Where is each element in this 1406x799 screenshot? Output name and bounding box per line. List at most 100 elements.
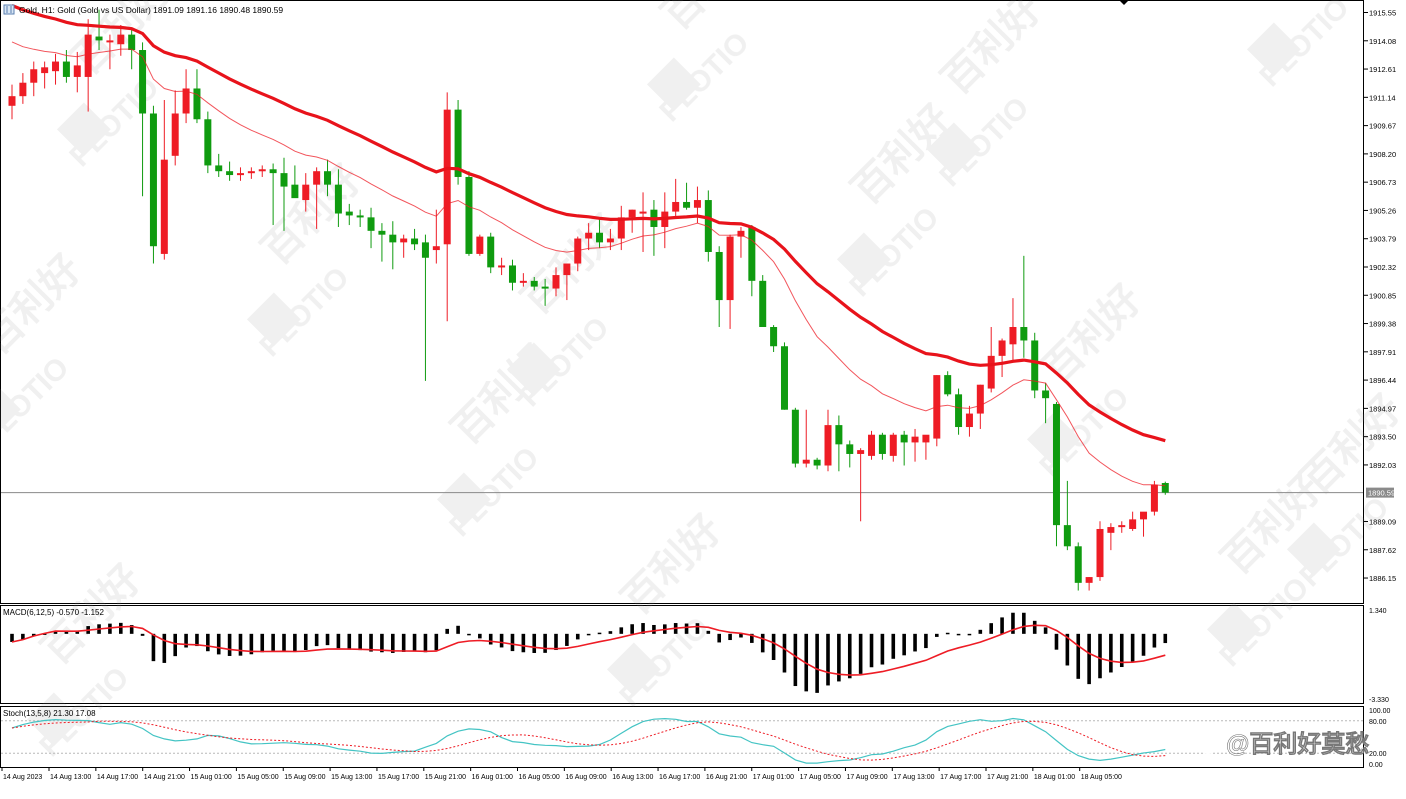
candle-body[interactable] [1096, 528, 1104, 578]
candle-body[interactable] [585, 232, 593, 239]
candle-body[interactable] [1129, 519, 1137, 529]
candle-body[interactable] [715, 251, 723, 301]
candle-body[interactable] [889, 434, 897, 456]
candle-body[interactable] [171, 113, 179, 156]
candle-body[interactable] [596, 232, 604, 243]
candle-body[interactable] [552, 275, 560, 289]
candle-body[interactable] [313, 171, 321, 185]
candle-body[interactable] [62, 61, 70, 77]
scroll-marker-icon[interactable] [1120, 1, 1128, 5]
candle-body[interactable] [508, 265, 516, 283]
candle-body[interactable] [106, 40, 114, 43]
candle-body[interactable] [324, 171, 332, 185]
candle-body[interactable] [117, 34, 125, 45]
candle-body[interactable] [770, 327, 778, 347]
candle-body[interactable] [378, 230, 386, 235]
candle-body[interactable] [400, 238, 408, 243]
candle-body[interactable] [628, 209, 636, 218]
candle-body[interactable] [878, 434, 886, 454]
candle-body[interactable] [1063, 525, 1071, 547]
candle-body[interactable] [193, 88, 201, 120]
candle-body[interactable] [226, 171, 234, 176]
candle-body[interactable] [1074, 546, 1082, 583]
candle-body[interactable] [1140, 511, 1148, 520]
candle-body[interactable] [1150, 484, 1158, 512]
candle-body[interactable] [204, 119, 212, 166]
candle-body[interactable] [95, 36, 103, 41]
candle-body[interactable] [334, 184, 342, 214]
candle-body[interactable] [617, 217, 625, 239]
candle-body[interactable] [900, 434, 908, 443]
candle-body[interactable] [19, 82, 27, 97]
candle-body[interactable] [683, 201, 691, 208]
candle-body[interactable] [139, 50, 147, 114]
candle-body[interactable] [780, 346, 788, 410]
candle-body[interactable] [911, 436, 919, 443]
candle-body[interactable] [1020, 327, 1028, 341]
candle-body[interactable] [1118, 525, 1126, 528]
candle-body[interactable] [236, 173, 244, 176]
candle-body[interactable] [824, 425, 832, 466]
candle-body[interactable] [563, 263, 571, 276]
candle-body[interactable] [519, 280, 527, 283]
candle-body[interactable] [215, 165, 223, 172]
candle-body[interactable] [737, 230, 745, 237]
candle-body[interactable] [476, 236, 484, 254]
candle-body[interactable] [345, 211, 353, 216]
candle-body[interactable] [41, 67, 49, 74]
candle-body[interactable] [857, 450, 865, 454]
candle-body[interactable] [1161, 483, 1169, 493]
candle-body[interactable] [672, 201, 680, 212]
candle-body[interactable] [791, 409, 799, 464]
candle-body[interactable] [976, 384, 984, 414]
candle-body[interactable] [965, 413, 973, 428]
candle-body[interactable] [1042, 390, 1050, 399]
candle-body[interactable] [389, 234, 397, 243]
candle-body[interactable] [247, 171, 255, 174]
candle-body[interactable] [1009, 327, 1017, 345]
candle-body[interactable] [922, 434, 930, 443]
candle-body[interactable] [432, 246, 440, 251]
candle-body[interactable] [411, 238, 419, 245]
candle-body[interactable] [291, 184, 299, 199]
candle-body[interactable] [367, 217, 375, 231]
candle-body[interactable] [955, 394, 963, 428]
candle-body[interactable] [52, 61, 60, 72]
candle-body[interactable] [1107, 527, 1115, 533]
candle-body[interactable] [443, 109, 451, 245]
candle-body[interactable] [421, 242, 429, 258]
candle-body[interactable] [280, 173, 288, 187]
candle-body[interactable] [8, 96, 16, 106]
candle-body[interactable] [944, 375, 952, 395]
candle-body[interactable] [269, 169, 277, 174]
candle-body[interactable] [574, 238, 582, 264]
candle-body[interactable] [258, 169, 266, 172]
candle-body[interactable] [606, 238, 614, 243]
candle-body[interactable] [149, 113, 157, 247]
candle-body[interactable] [302, 184, 310, 201]
candle-body[interactable] [987, 355, 995, 389]
candle-body[interactable] [639, 211, 647, 214]
candle-body[interactable] [998, 340, 1006, 356]
candle-body[interactable] [1031, 340, 1039, 391]
candle-body[interactable] [802, 459, 810, 464]
candle-body[interactable] [759, 280, 767, 328]
candle-body[interactable] [1052, 403, 1060, 526]
candle-body[interactable] [30, 69, 38, 83]
candle-body[interactable] [813, 459, 821, 466]
stochastic-pane[interactable] [1, 717, 1364, 764]
candle-body[interactable] [846, 444, 854, 454]
candle-body[interactable] [726, 236, 734, 301]
candle-body[interactable] [693, 200, 701, 208]
candle-body[interactable] [182, 88, 190, 114]
candle-body[interactable] [498, 265, 506, 268]
price-chart-pane[interactable] [1, 4, 1364, 591]
candle-body[interactable] [868, 434, 876, 456]
macd-pane[interactable] [10, 612, 1168, 693]
candle-body[interactable] [356, 215, 364, 218]
candle-body[interactable] [541, 286, 549, 289]
candle-body[interactable] [487, 236, 495, 268]
candle-body[interactable] [84, 34, 92, 77]
